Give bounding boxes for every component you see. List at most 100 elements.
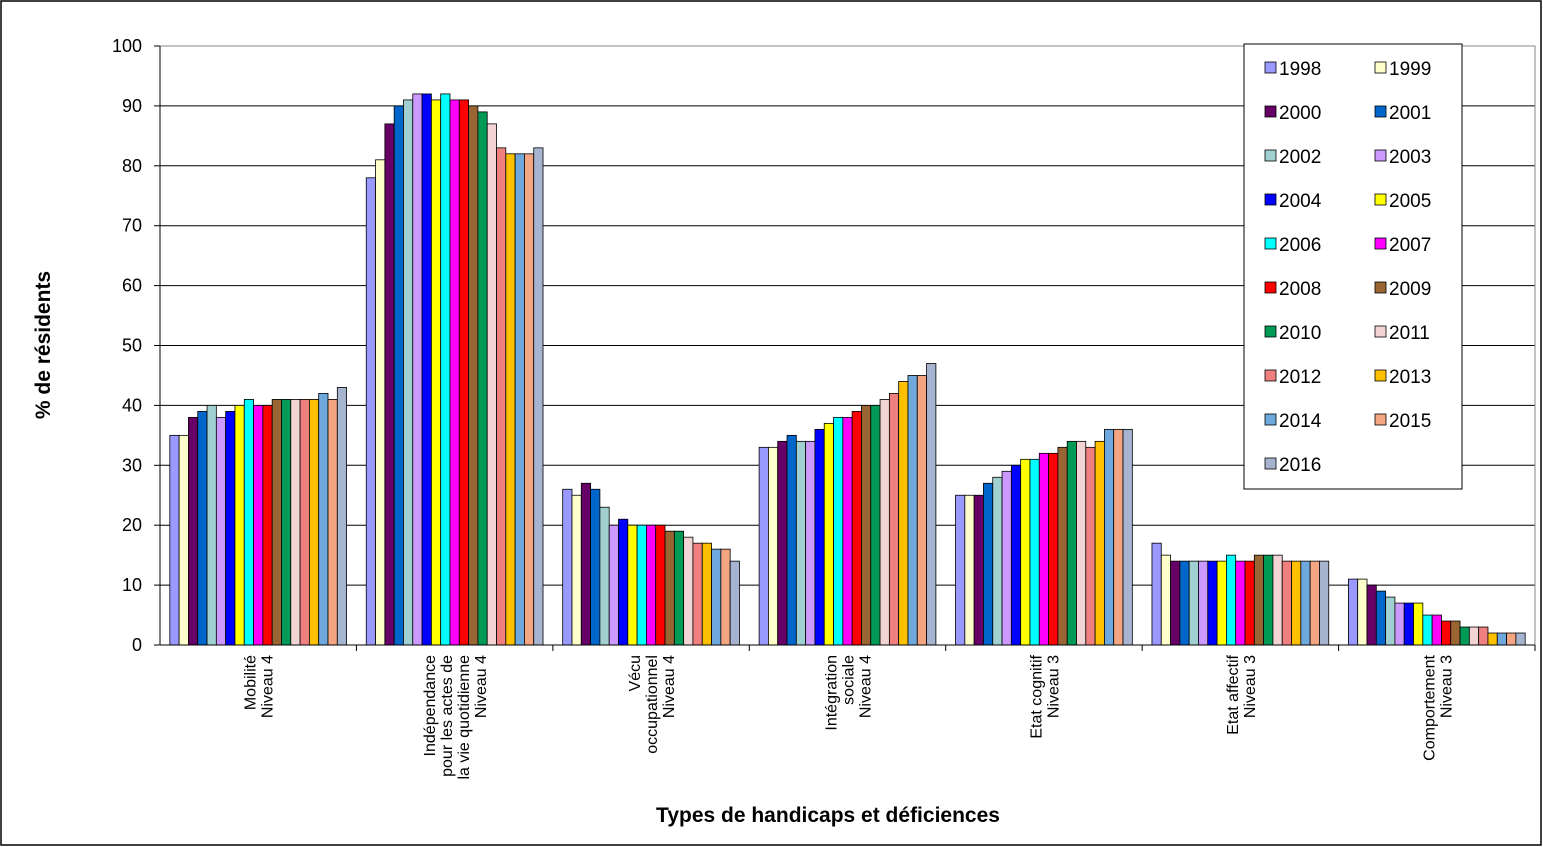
x-tick-label-line: pour les actes de <box>439 655 456 777</box>
bar <box>1207 560 1218 646</box>
legend-swatch <box>1264 457 1277 470</box>
bar <box>1179 560 1190 646</box>
bar <box>496 147 507 646</box>
x-tick-label-line: Vécu <box>627 655 644 691</box>
bar <box>590 488 601 646</box>
bar <box>907 375 918 646</box>
bar <box>655 524 666 646</box>
x-tick-label-line: Niveau 4 <box>260 655 277 718</box>
bar <box>1366 584 1377 646</box>
bar <box>1272 554 1283 646</box>
bar <box>449 99 460 646</box>
bar <box>833 416 844 646</box>
bar <box>477 111 488 646</box>
bar <box>1496 632 1507 646</box>
bar <box>1094 440 1105 646</box>
bar <box>888 393 900 646</box>
y-tick-label: 80 <box>122 156 142 176</box>
bar <box>692 542 703 646</box>
bar <box>673 530 685 646</box>
x-tick-label-line: la vie quotidienne <box>456 655 473 780</box>
x-tick-label-line: Niveau 3 <box>1242 655 1259 718</box>
bar <box>571 494 582 646</box>
bar <box>842 416 853 646</box>
bar <box>1309 560 1320 646</box>
y-tick-label: 30 <box>122 455 142 475</box>
bar <box>1113 428 1124 646</box>
bar <box>1066 440 1077 646</box>
bar <box>440 93 451 646</box>
bar <box>243 399 254 646</box>
bar <box>1020 458 1031 646</box>
legend-label: 2001 <box>1389 103 1431 124</box>
bar <box>720 548 731 646</box>
bar <box>898 381 909 646</box>
legend-swatch <box>1374 281 1387 294</box>
bar <box>524 153 535 646</box>
bar <box>1160 554 1171 646</box>
bar <box>225 410 236 646</box>
bar <box>336 387 348 646</box>
legend-label: 2011 <box>1389 323 1430 344</box>
bar <box>1198 560 1209 646</box>
bar <box>1431 614 1442 646</box>
x-tick-label-line: occupationnel <box>644 655 661 754</box>
bar <box>327 399 338 646</box>
bar <box>1170 560 1181 646</box>
legend-swatch <box>1374 325 1387 338</box>
legend-label: 1998 <box>1279 59 1321 80</box>
bar <box>992 476 1003 646</box>
bar <box>1038 452 1049 646</box>
bar <box>758 446 769 646</box>
legend-swatch <box>1264 281 1277 294</box>
bar <box>1048 452 1059 646</box>
bar <box>253 404 264 646</box>
bar <box>1253 554 1265 646</box>
x-tick-label-line: Niveau 3 <box>1045 655 1062 718</box>
bar <box>1076 440 1087 646</box>
bar <box>926 363 937 646</box>
bar <box>375 159 386 646</box>
legend-label: 2003 <box>1389 147 1431 168</box>
x-tick-label-line: Niveau 4 <box>858 655 875 718</box>
legend-label: 2012 <box>1279 367 1321 388</box>
x-tick-label-line: sociale <box>841 655 858 705</box>
y-axis-title: % de résidents <box>32 271 55 419</box>
bar <box>805 440 816 646</box>
legend-label: 2005 <box>1389 191 1431 212</box>
y-tick-label: 50 <box>122 336 142 356</box>
bar <box>1122 428 1133 646</box>
x-tick-label-line: Etat cognitif <box>1028 654 1045 738</box>
bar <box>365 177 376 646</box>
bar <box>814 428 825 646</box>
bar <box>1001 470 1012 646</box>
bar <box>1151 542 1162 646</box>
legend-label: 2014 <box>1279 411 1322 432</box>
legend-box <box>1243 43 1463 490</box>
bar <box>777 440 788 646</box>
x-tick-label: Indépendancepour les actes dela vie quot… <box>422 655 490 780</box>
x-tick-label: Etat affectifNiveau 3 <box>1225 654 1259 734</box>
bar <box>711 548 722 646</box>
bar <box>178 434 189 646</box>
bar <box>618 518 629 646</box>
bar <box>308 399 320 646</box>
bar <box>299 399 310 646</box>
bar <box>1057 446 1068 646</box>
x-tick-label-line: Niveau 4 <box>473 655 490 718</box>
bar <box>861 404 872 646</box>
bar <box>188 416 199 646</box>
legend-label: 2010 <box>1279 323 1321 344</box>
legend-label: 2007 <box>1389 235 1431 256</box>
legend-swatch <box>1374 237 1387 250</box>
bar <box>1375 590 1387 646</box>
bar <box>1235 560 1246 646</box>
bar <box>646 524 657 646</box>
bar <box>1104 428 1115 646</box>
legend-swatch <box>1264 193 1277 206</box>
bar <box>1459 626 1470 646</box>
y-tick-label: 0 <box>132 635 142 655</box>
bar <box>1319 560 1330 646</box>
bar <box>768 446 779 646</box>
bar <box>1226 554 1237 646</box>
